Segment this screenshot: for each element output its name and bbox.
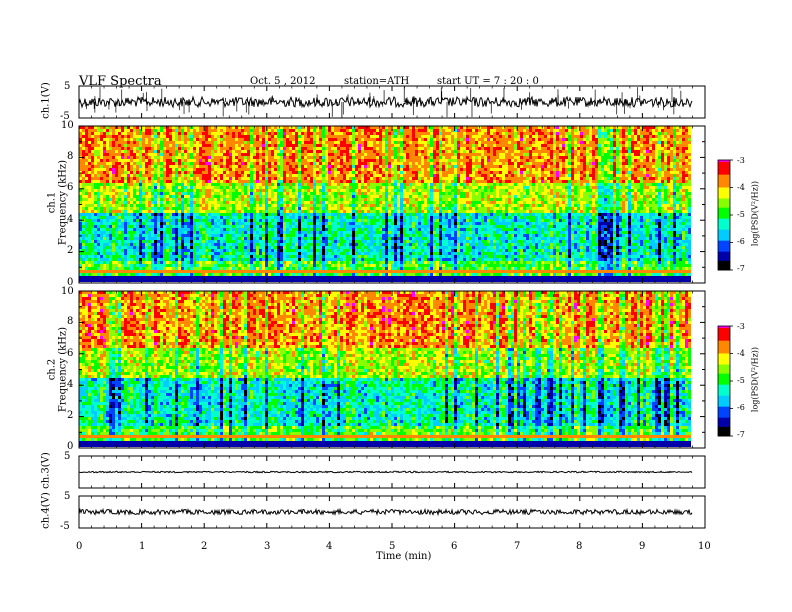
xtick-9: 9 bbox=[639, 541, 645, 552]
ch2-spec-ytick-8: 8 bbox=[67, 316, 73, 327]
ch3-wave-ytick-top: 5 bbox=[64, 451, 70, 462]
ch2-colorbar bbox=[718, 326, 733, 437]
ch1-waveform-trace bbox=[79, 97, 692, 107]
xtick-2: 2 bbox=[201, 541, 207, 552]
ch1-wave-ylabel: ch.1(V) bbox=[41, 81, 52, 121]
cbar2-tick-m5: -5 bbox=[737, 376, 745, 385]
ch3-wave-ylabel: ch.3(V) bbox=[41, 451, 52, 491]
cbar1-tick-m3: -3 bbox=[737, 156, 745, 165]
ch1-channel-label: ch.1 bbox=[47, 153, 58, 253]
ch1-colorbar bbox=[718, 160, 733, 271]
xtick-1: 1 bbox=[139, 541, 145, 552]
cbar2-label: log(PSD(V²/Hz)) bbox=[751, 335, 760, 425]
xtick-6: 6 bbox=[451, 541, 457, 552]
ch4-wave-ylabel: ch.4(V) bbox=[41, 491, 52, 531]
ch2-spec-ytick-2: 2 bbox=[67, 410, 73, 421]
ch2-spec-ytick-10: 10 bbox=[61, 286, 74, 297]
xtick-8: 8 bbox=[576, 541, 582, 552]
plot-area bbox=[79, 87, 692, 515]
xtick-0: 0 bbox=[76, 541, 82, 552]
ch1-spec-ytick-2: 2 bbox=[67, 245, 73, 256]
cbar2-tick-m6: -6 bbox=[737, 403, 745, 412]
figure bbox=[0, 0, 792, 612]
ch3-waveform-trace bbox=[79, 471, 692, 472]
xtick-7: 7 bbox=[514, 541, 520, 552]
cbar2-tick-m3: -3 bbox=[737, 322, 745, 331]
ch1-wave-ytick-top: 5 bbox=[64, 81, 70, 92]
ch1-spec-ytick-10: 10 bbox=[61, 120, 74, 131]
ch4-waveform-trace bbox=[79, 510, 692, 515]
ch4-wave-ytick-top: 5 bbox=[64, 491, 70, 502]
ch2-spec-ytick-6: 6 bbox=[67, 348, 73, 359]
cbar1-tick-m4: -4 bbox=[737, 183, 745, 192]
start-time-label: start UT = 7 : 20 : 0 bbox=[437, 76, 539, 87]
station-label: station=ATH bbox=[344, 76, 409, 87]
ch2-spec-ytick-4: 4 bbox=[67, 379, 73, 390]
cbar2-tick-m7: -7 bbox=[737, 430, 745, 439]
ch2-frequency-ylabel: Frequency (kHz) bbox=[58, 320, 69, 420]
cbar2-tick-m4: -4 bbox=[737, 349, 745, 358]
ch1-spec-ytick-8: 8 bbox=[67, 151, 73, 162]
ch1-spectrogram-image bbox=[79, 126, 691, 282]
ch1-frequency-ylabel: Frequency (kHz) bbox=[58, 153, 69, 253]
cbar1-tick-m7: -7 bbox=[737, 264, 745, 273]
xtick-3: 3 bbox=[264, 541, 270, 552]
cbar1-tick-m5: -5 bbox=[737, 210, 745, 219]
date-label: Oct. 5 , 2012 bbox=[250, 76, 316, 87]
cbar1-tick-m6: -6 bbox=[737, 237, 745, 246]
xtick-10: 10 bbox=[698, 541, 711, 552]
chart-title: VLF Spectra bbox=[79, 74, 162, 89]
ch1-spec-ytick-4: 4 bbox=[67, 214, 73, 225]
ch4-wave-ytick-bottom: -5 bbox=[60, 521, 70, 532]
x-axis-label: Time (min) bbox=[376, 551, 431, 562]
ch2-channel-label: ch.2 bbox=[47, 320, 58, 420]
colorbars bbox=[718, 160, 733, 437]
ch1-spec-ytick-6: 6 bbox=[67, 182, 73, 193]
ch2-spectrogram-image bbox=[79, 291, 691, 447]
cbar1-label: log(PSD(V²/Hz)) bbox=[751, 169, 760, 259]
xtick-4: 4 bbox=[326, 541, 332, 552]
